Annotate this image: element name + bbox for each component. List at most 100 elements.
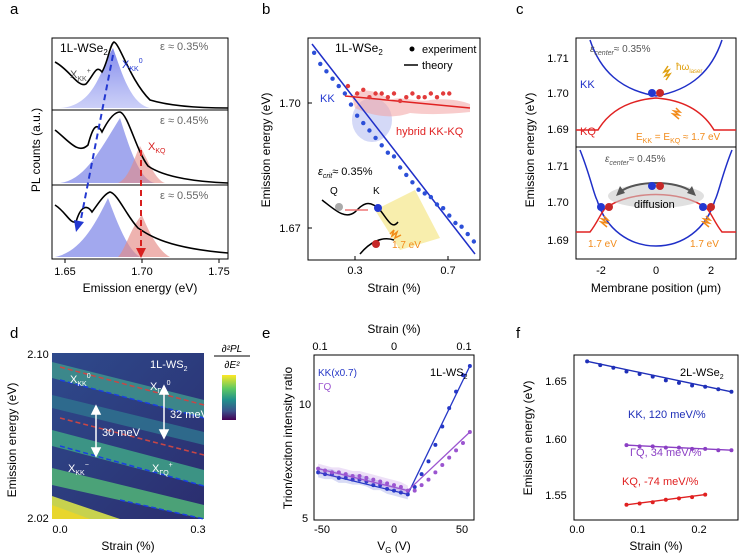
e-point-0 — [316, 470, 321, 475]
b-q-label: Q — [330, 186, 338, 197]
e-point-1 — [398, 485, 403, 489]
e-material: 1L-WS2 — [430, 367, 468, 381]
e-point-1 — [350, 474, 355, 478]
e-point-0 — [454, 389, 459, 394]
b-kk-point — [422, 191, 427, 196]
f-frame — [573, 354, 739, 521]
b-kk-point — [440, 206, 446, 211]
b-kk-point — [385, 150, 391, 155]
e-top-xtick-2: 0.1 — [456, 341, 471, 353]
e-point-1 — [329, 470, 334, 475]
b-yellow-band — [375, 190, 440, 250]
e-point-1 — [440, 463, 445, 467]
f-point-0 — [663, 378, 668, 383]
c-top-kq-curve — [576, 97, 736, 131]
b-ytick-0: 1.67 — [279, 223, 300, 235]
b-kk-point — [410, 180, 415, 185]
f-point-1 — [650, 444, 655, 449]
b-hybrid-point — [416, 95, 421, 100]
a-top-kk-peak — [60, 48, 150, 108]
c-bot-eps: εcenter≈ 0.45% — [605, 154, 666, 167]
c-kq-label: KQ — [580, 126, 596, 138]
c-kk-label: KK — [580, 79, 595, 91]
d-xgq0: XΓQ0 — [150, 380, 171, 395]
f-point-0 — [676, 380, 681, 385]
f-point-1 — [690, 446, 695, 451]
b-hybrid-point — [410, 91, 415, 96]
e-point-0 — [419, 472, 424, 477]
b-kk-point — [324, 69, 329, 74]
e-point-0 — [371, 483, 376, 488]
b-hybrid-point — [440, 91, 446, 96]
f-gq-label: ΓQ, 34 meV/% — [630, 447, 702, 459]
a-ylabel: PL counts (a.u.) — [29, 108, 43, 192]
c-axes: 1.71 1.70 1.69 1.71 1.70 1.69 -2 0 2 Mem… — [547, 53, 721, 295]
a-red-arrowhead — [136, 248, 146, 258]
d-dashed-lines — [59, 366, 205, 520]
b-theory-kk — [311, 43, 476, 255]
panel-e: e 1L-WS2 KK(x0.7) ΓQ Strain (%) 0.1 0 0.… — [262, 322, 475, 555]
f-xtick-0: 0.0 — [569, 524, 584, 536]
b-kk-point — [397, 165, 403, 170]
c-xtick-2: 2 — [708, 265, 714, 277]
c-bot-right-electron — [699, 203, 707, 211]
b-hybrid-point — [354, 91, 360, 96]
f-point-0 — [703, 384, 708, 389]
b-kk-point — [336, 83, 341, 89]
c-bot-left-squiggle — [598, 215, 611, 228]
e-point-1 — [343, 472, 348, 477]
a-blue-arrowhead — [74, 220, 84, 232]
b-hybrid-point — [379, 91, 384, 96]
f-ytick-2: 1.65 — [545, 376, 566, 388]
b-hybrid-point — [404, 95, 409, 100]
b-kk-point — [373, 135, 378, 141]
panel-letter-c: c — [516, 1, 524, 18]
d-axes: 2.10 2.02 0.0 0.3 Strain (%) — [27, 349, 205, 553]
b-red-shade — [352, 90, 470, 117]
b-kk-point — [361, 120, 366, 126]
c-energy-eq: EKK = EKQ ≈ 1.7 eV — [636, 132, 721, 145]
e-xtick-2: 50 — [456, 524, 468, 536]
b-kk-point — [342, 91, 348, 96]
b-kk-point — [434, 202, 440, 207]
a-material: 1L-WSe2 — [60, 41, 108, 57]
panel-f: f 2L-WSe2 KK, 120 meV/% ΓQ, 34 meV/% KQ,… — [516, 325, 739, 553]
f-ytick-0: 1.55 — [545, 490, 566, 502]
e-point-0 — [343, 475, 348, 480]
e-point-0 — [433, 442, 438, 447]
d-gap1: 30 meV — [102, 427, 141, 439]
panel-letter-f: f — [516, 325, 521, 342]
c-laser-label: ħωlaser — [676, 62, 702, 75]
c-xtick-0: -2 — [596, 265, 606, 277]
f-point-0 — [624, 369, 629, 374]
f-point-0 — [716, 387, 721, 392]
b-kk-point — [404, 172, 409, 178]
a-mid-spectrum — [54, 111, 229, 184]
e-point-0 — [405, 492, 410, 497]
a-xtick-2: 1.75 — [208, 266, 229, 278]
e-trend-right-1 — [407, 431, 471, 492]
c-bot-kk-curve — [596, 199, 716, 247]
f-xlabel: Strain (%) — [629, 539, 682, 553]
c-diffusion-label: diffusion — [634, 199, 675, 211]
b-kk-point — [447, 213, 452, 218]
e-ytick-1: 10 — [299, 399, 311, 411]
b-kk-label: KK — [320, 93, 335, 105]
e-point-0 — [323, 472, 328, 477]
a-strain-2: ε ≈ 0.45% — [160, 115, 208, 127]
panel-c: c εcenter≈ 0.35% KK KQ ħωlaser EKK = EKQ… — [516, 1, 737, 295]
d-xtick-1: 0.3 — [190, 524, 205, 536]
b-inset-electron-q — [335, 203, 343, 211]
e-xtick-0: -50 — [314, 524, 330, 536]
f-ylabel: Emission energy (eV) — [521, 381, 535, 496]
b-kk-point — [465, 231, 470, 237]
f-point-2 — [663, 497, 668, 502]
d-colorbar — [222, 375, 236, 420]
a-mid-kk-peak — [60, 118, 155, 183]
b-material: 1L-WSe2 — [335, 41, 383, 57]
f-point-0 — [611, 365, 616, 370]
e-legend-kk: KK(x0.7) — [318, 368, 357, 379]
f-fit-line-0 — [586, 360, 732, 393]
f-material: 2L-WSe2 — [680, 367, 724, 381]
c-xtick-1: 0 — [653, 265, 659, 277]
